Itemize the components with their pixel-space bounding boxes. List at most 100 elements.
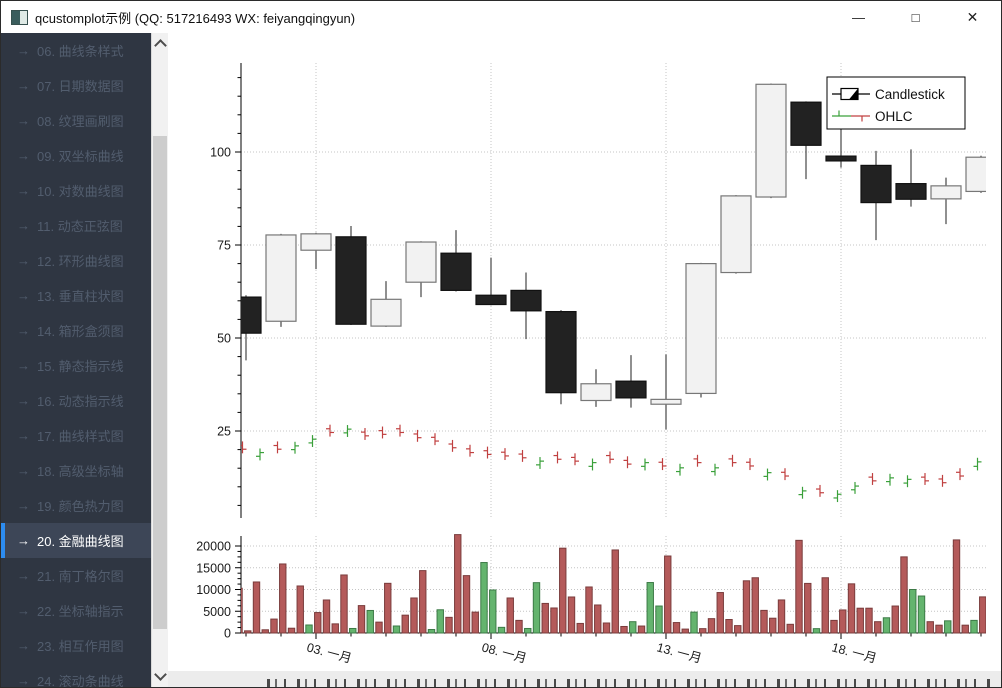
sidebar-item-12[interactable]: → 12. 环形曲线图 (1, 243, 151, 278)
volume-bar (585, 586, 593, 634)
sidebar-item-24[interactable]: → 24. 滚动条曲线 (1, 663, 151, 687)
volume-bar (445, 616, 453, 634)
volume-bar (699, 628, 707, 634)
sidebar-menu: → 06. 曲线条样式 → 07. 日期数据图 → 08. 纹理画刷图 → 09. 双坐标曲线… (1, 33, 151, 687)
ohlc-bar (956, 468, 964, 481)
scroll-down-button[interactable] (152, 667, 168, 687)
volume-bar (926, 621, 934, 634)
volume-bar (900, 556, 908, 634)
volume-bar (961, 624, 969, 634)
ohlc-bar (798, 486, 807, 499)
sidebar-item-18[interactable]: → 18. 高级坐标轴 (1, 453, 151, 488)
volume-bar (786, 623, 794, 634)
volume-bar (357, 605, 366, 634)
volume-bar (305, 624, 313, 634)
volume-bar (830, 619, 838, 634)
sidebar-item-11[interactable]: → 11. 动态正弦图 (1, 208, 151, 243)
gridlines (241, 63, 986, 633)
arrow-icon: → (17, 568, 30, 583)
ohlc-bar (606, 451, 614, 464)
volume-bar (506, 597, 514, 634)
volume-bar (296, 585, 304, 634)
sidebar-item-label: 14. 箱形盒须图 (37, 324, 124, 339)
sidebar-item-21[interactable]: → 21. 南丁格尔图 (1, 558, 151, 593)
arrow-icon: → (17, 43, 30, 58)
x-axis-date-label: 08. 一月 (480, 640, 528, 665)
ohlc-bar (868, 473, 877, 485)
sidebar-item-label: 13. 垂直柱状图 (37, 289, 124, 304)
arrow-icon: → (17, 498, 30, 513)
sidebar-item-06[interactable]: → 06. 曲线条样式 (1, 33, 151, 68)
ohlc-bar (571, 453, 579, 466)
volume-bar (821, 577, 829, 634)
sidebar-item-23[interactable]: → 23. 相互作用图 (1, 628, 151, 663)
ohlc-series (241, 424, 982, 503)
y-axis-tick-label: 50 (217, 332, 231, 346)
sidebar-item-07[interactable]: → 07. 日期数据图 (1, 68, 151, 103)
ohlc-bar (921, 473, 929, 485)
ohlc-bar (623, 456, 632, 469)
arrow-icon: → (17, 183, 30, 198)
volume-bar (602, 622, 611, 634)
volume-bar (847, 583, 856, 634)
sidebar-item-label: 09. 双坐标曲线 (37, 149, 124, 164)
volume-bar (410, 597, 418, 634)
candlestick (475, 257, 507, 306)
volume-bar (655, 605, 663, 634)
volume-bar (419, 570, 427, 634)
volume-bar (725, 619, 733, 634)
volume-bar (366, 609, 374, 634)
volume-bar (952, 539, 961, 634)
sidebar-item-16[interactable]: → 16. 动态指示线 (1, 383, 151, 418)
volume-bar (261, 629, 269, 634)
volume-bar (629, 621, 637, 634)
ohlc-bar (781, 468, 789, 481)
sidebar-item-22[interactable]: → 22. 坐标轴指示 (1, 593, 151, 628)
volume-bar (742, 580, 751, 634)
ohlc-bar (536, 457, 544, 469)
arrow-icon: → (17, 603, 30, 618)
ohlc-bar (448, 439, 457, 452)
ohlc-bar (658, 458, 667, 471)
arrow-icon: → (17, 218, 30, 233)
volume-bar (909, 589, 917, 634)
volume-bar (777, 599, 786, 634)
scroll-up-button[interactable] (152, 33, 168, 53)
sidebar-item-08[interactable]: → 08. 纹理画刷图 (1, 103, 151, 138)
maximize-button[interactable]: □ (911, 9, 920, 25)
ohlc-bar (501, 448, 509, 461)
ohlc-bar (413, 429, 422, 442)
sidebar-scrollbar[interactable] (151, 33, 168, 687)
close-button[interactable]: ✕ (966, 8, 979, 25)
volume-bar (559, 547, 567, 634)
volume-bar (270, 618, 278, 634)
legend-label-ohlc: OHLC (875, 109, 913, 124)
minimize-button[interactable]: — (852, 9, 865, 25)
candlestick (860, 150, 892, 241)
volume-axis-tick-label: 20000 (196, 540, 231, 554)
volume-bar (541, 602, 549, 634)
ohlc-bar (431, 433, 439, 446)
sidebar-item-19[interactable]: → 19. 颜色热力图 (1, 488, 151, 523)
sidebar-item-20[interactable]: → 20. 金融曲线图 (1, 523, 151, 558)
volume-bar (637, 625, 646, 634)
sidebar-item-14[interactable]: → 14. 箱形盒须图 (1, 313, 151, 348)
ohlc-bar (816, 484, 824, 497)
sidebar-item-17[interactable]: → 17. 曲线样式图 (1, 418, 151, 453)
sidebar-item-09[interactable]: → 09. 双坐标曲线 (1, 138, 151, 173)
sidebar-item-label: 19. 颜色热力图 (37, 499, 124, 514)
volume-bar (532, 582, 541, 634)
x-axis-date-label: 03. 一月 (305, 640, 353, 665)
legend: Candlestick OHLC (826, 76, 966, 130)
sidebar-item-13[interactable]: → 13. 垂直柱状图 (1, 278, 151, 313)
clipped-bottom-strip (168, 671, 1001, 687)
scrollbar-thumb[interactable] (153, 136, 167, 629)
volume-bar (287, 627, 296, 634)
sidebar-item-10[interactable]: → 10. 对数曲线图 (1, 173, 151, 208)
volume-bar (340, 574, 348, 634)
arrow-icon: → (17, 533, 30, 548)
volume-bar (716, 592, 724, 634)
sidebar-item-15[interactable]: → 15. 静态指示线 (1, 348, 151, 383)
volume-axis-tick-label: 5000 (203, 605, 231, 619)
volume-bar (471, 611, 479, 634)
